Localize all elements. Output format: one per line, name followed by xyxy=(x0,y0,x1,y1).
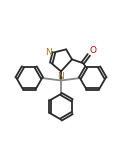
Text: N: N xyxy=(45,48,51,57)
Text: O: O xyxy=(90,45,97,54)
Text: N: N xyxy=(58,72,64,81)
